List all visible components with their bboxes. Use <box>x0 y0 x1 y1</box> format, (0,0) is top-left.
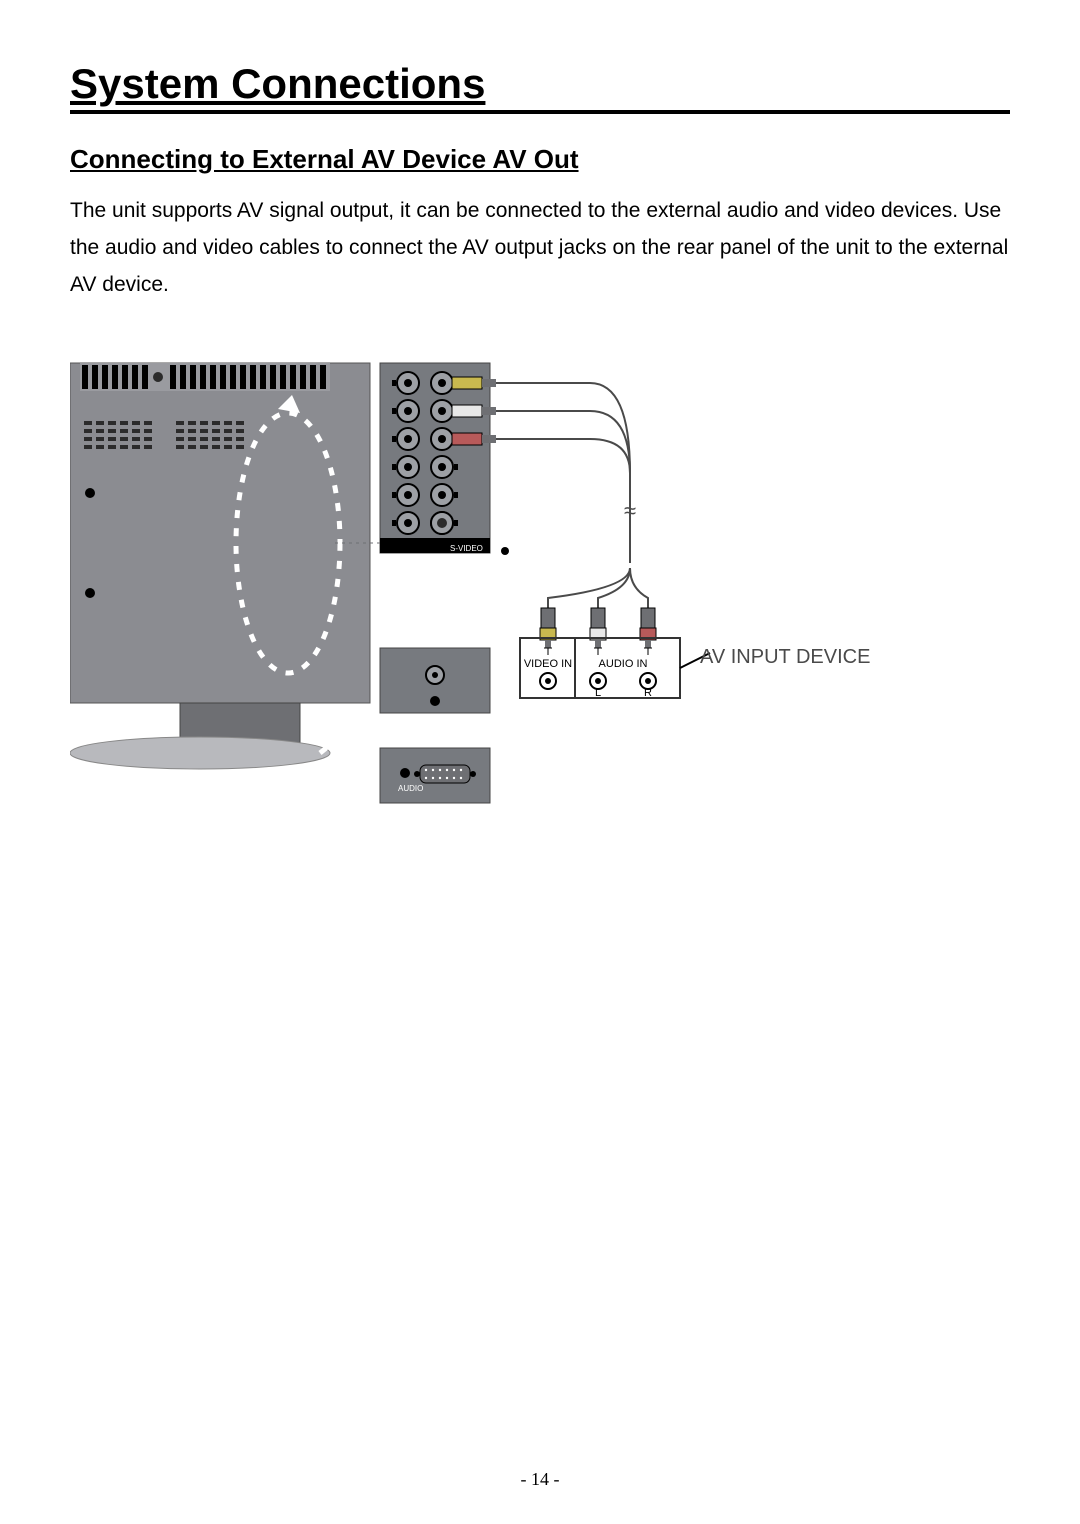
connection-diagram: S-VIDEO AUDIO ≈ VIDEO IN AUDIO IN L R AV INPUT … <box>70 353 870 848</box>
body-paragraph: The unit supports AV signal output, it c… <box>70 193 1010 303</box>
svg-text:≈: ≈ <box>624 498 636 523</box>
page-number: - 14 - <box>0 1469 1080 1490</box>
section-subtitle: Connecting to External AV Device AV Out <box>70 144 1010 175</box>
svg-text:S-VIDEO: S-VIDEO <box>450 544 483 553</box>
svg-text:AUDIO IN: AUDIO IN <box>599 658 648 670</box>
svg-text:VIDEO IN: VIDEO IN <box>524 658 572 670</box>
svg-text:AV INPUT DEVICE: AV INPUT DEVICE <box>700 646 870 668</box>
svg-text:AUDIO: AUDIO <box>398 784 423 793</box>
svg-text:R: R <box>644 687 652 699</box>
page-title: System Connections <box>70 60 1010 114</box>
svg-text:L: L <box>595 687 601 699</box>
